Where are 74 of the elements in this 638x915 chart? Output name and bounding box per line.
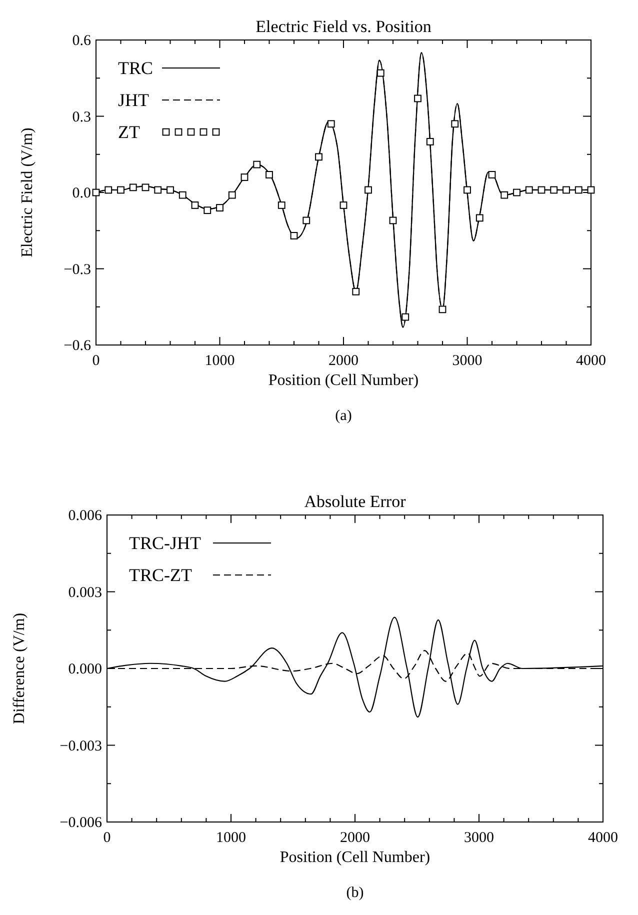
y-tick-label: −0.003 [60,738,102,754]
legend-label: TRC [118,58,154,78]
point [302,216,310,224]
point [538,186,546,194]
point [340,202,348,209]
point [476,214,484,222]
point [117,186,124,194]
point [191,202,199,209]
point [513,188,520,196]
point [451,120,459,128]
x-axis-title: Position (Cell Number) [280,849,430,866]
point [389,216,397,224]
x-tick-label: 2000 [328,353,358,369]
y-axis-title: Difference (V/m) [11,612,28,724]
point [204,206,212,214]
y-tick-label: 0.006 [68,508,102,524]
x-tick-label: 3000 [464,830,494,846]
y-tick-label: 0.3 [72,109,91,126]
point [587,186,595,194]
point [129,184,137,192]
point [92,188,100,196]
point [216,204,224,212]
point [376,69,384,77]
point [240,174,248,181]
x-tick-label: 3000 [452,353,482,369]
point [352,288,360,296]
point [464,186,471,194]
x-tick-label: 0 [92,353,100,369]
point [525,186,533,194]
y-tick-label: 0.003 [68,584,102,601]
point [315,153,322,161]
x-tick-label: 2000 [340,830,370,846]
point [290,232,298,240]
point [500,191,508,199]
chart-title: Absolute Error [304,492,406,511]
x-tick-label: 4000 [576,353,606,369]
x-tick-label: 1000 [204,353,235,369]
point [426,138,434,146]
y-tick-label: 0.0 [72,186,91,202]
point [278,202,286,209]
point [574,186,582,194]
point [414,94,422,102]
point [253,160,261,168]
point [228,191,236,199]
point [166,186,174,194]
chart-title: Electric Field vs. Position [256,17,432,36]
point [438,306,446,314]
y-tick-label: −0.006 [60,815,102,831]
text: (a) [335,408,352,424]
legend-label: ZT [118,122,140,142]
point [154,186,162,194]
point [104,186,112,194]
point [266,171,273,178]
point [327,120,335,128]
y-axis-title: Electric Field (V/m) [19,128,36,258]
x-tick-label: 1000 [216,830,246,846]
y-tick-label: 0.000 [68,662,102,678]
legend-label: TRC-JHT [129,533,202,553]
y-tick-label: 0.6 [72,33,92,49]
legend-label: JHT [118,90,150,110]
point [562,186,570,194]
point [402,313,410,321]
x-axis-title: Position (Cell Number) [268,372,419,389]
text: (b) [346,885,364,901]
point [550,186,558,194]
point [488,171,496,178]
y-tick-label: −0.3 [64,262,91,278]
point [142,184,150,192]
y-tick-label: −0.6 [64,338,92,354]
legend-label: TRC-ZT [129,565,192,585]
x-tick-label: 0 [103,830,111,846]
point [364,186,372,194]
x-tick-label: 4000 [588,830,618,846]
point [178,191,186,199]
